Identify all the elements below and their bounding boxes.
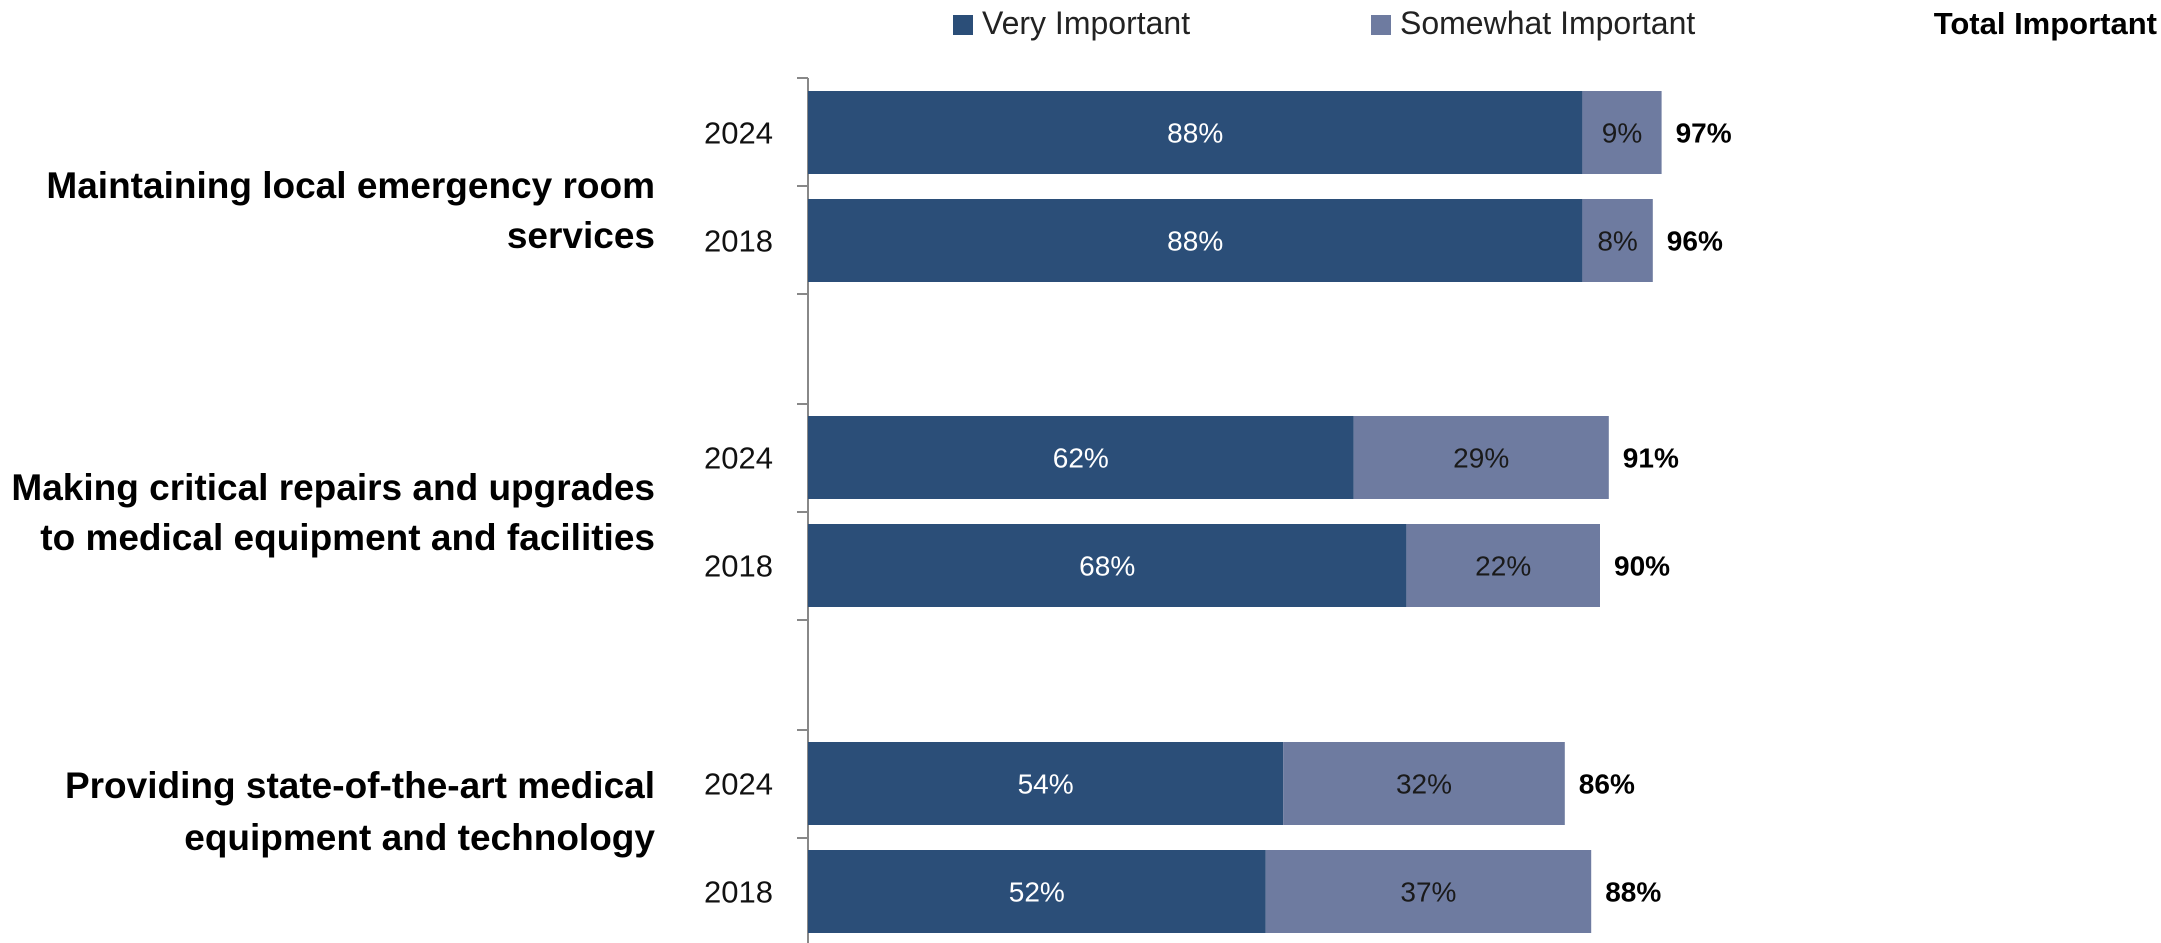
year-label: 2024 (704, 767, 773, 802)
data-label-somewhat-important: 9% (1602, 118, 1642, 149)
bar-very-important (808, 742, 1284, 825)
bar-somewhat-important (1353, 416, 1609, 499)
bar-very-important (808, 850, 1266, 933)
bar-somewhat-important (1406, 524, 1600, 607)
axis-ticks (797, 77, 808, 839)
legend-swatch-somewhat-important (1371, 15, 1391, 35)
data-label-somewhat-important: 22% (1475, 551, 1531, 582)
bar-very-important (808, 199, 1583, 282)
category-label: Making critical repairs and upgrades (11, 467, 655, 508)
year-label: 2018 (704, 549, 773, 584)
category-label: equipment and technology (184, 817, 655, 858)
year-label: 2024 (704, 441, 773, 476)
bar-very-important (808, 524, 1407, 607)
data-label-total-important: 90% (1614, 551, 1670, 582)
year-label: 2018 (704, 875, 773, 910)
bar-very-important (808, 416, 1354, 499)
legend: Very Important Somewhat Important Total … (953, 5, 2157, 41)
category-label: services (507, 215, 655, 256)
data-label-somewhat-important: 32% (1396, 769, 1452, 800)
legend-label-somewhat-important: Somewhat Important (1400, 5, 1695, 41)
year-label: 2024 (704, 116, 773, 151)
data-label-very-important: 62% (1053, 443, 1109, 474)
category-label: to medical equipment and facilities (40, 517, 655, 558)
category-labels: Maintaining local emergency room services… (11, 165, 655, 858)
data-label-very-important: 88% (1167, 118, 1223, 149)
year-label: 2018 (704, 224, 773, 259)
bar-somewhat-important (1283, 742, 1565, 825)
legend-swatch-very-important (953, 15, 973, 35)
data-label-total-important: 86% (1579, 769, 1635, 800)
bars: 2024 88% 9% 97% 2018 88% 8% 96% 2024 62% 29% 91% 201… (704, 91, 1732, 933)
bar-very-important (808, 91, 1583, 174)
data-label-total-important: 96% (1667, 226, 1723, 257)
bar-somewhat-important (1265, 850, 1592, 933)
data-label-total-important: 88% (1605, 877, 1661, 908)
category-label: Maintaining local emergency room (46, 165, 655, 206)
category-label: Providing state-of-the-art medical (65, 765, 655, 806)
legend-label-very-important: Very Important (982, 5, 1190, 41)
data-label-total-important: 97% (1676, 118, 1732, 149)
data-label-very-important: 88% (1167, 226, 1223, 257)
data-label-very-important: 68% (1079, 551, 1135, 582)
data-label-somewhat-important: 8% (1597, 226, 1637, 257)
bar-somewhat-important (1582, 91, 1662, 174)
legend-label-total-important: Total Important (1934, 6, 2157, 41)
data-label-somewhat-important: 37% (1400, 877, 1456, 908)
data-label-total-important: 91% (1623, 443, 1679, 474)
data-label-very-important: 52% (1009, 877, 1065, 908)
data-label-somewhat-important: 29% (1453, 443, 1509, 474)
data-label-very-important: 54% (1018, 769, 1074, 800)
bar-somewhat-important (1582, 199, 1653, 282)
